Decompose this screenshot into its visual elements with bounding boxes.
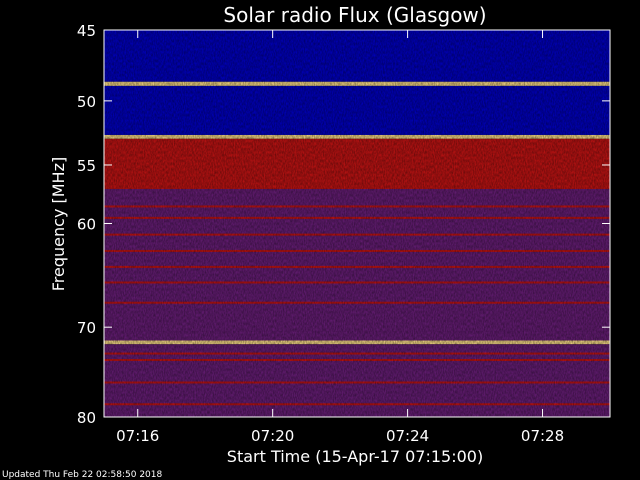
x-tick-label: 07:24: [386, 427, 429, 445]
y-tick-label: 80: [77, 409, 96, 427]
x-axis-ticks: 07:16 07:20 07:24 07:28: [116, 30, 564, 445]
y-tick-label: 70: [77, 319, 96, 337]
y-axis-label: Frequency [MHz]: [49, 157, 68, 291]
updated-timestamp: Updated Thu Feb 22 02:58:50 2018: [2, 470, 163, 480]
chart-title: Solar radio Flux (Glasgow): [223, 3, 486, 27]
y-tick-label: 55: [77, 157, 96, 175]
x-tick-label: 07:20: [251, 427, 294, 445]
y-axis-ticks: 45 50 55 60 70 80: [77, 22, 610, 427]
y-tick-label: 50: [77, 93, 96, 111]
y-tick-label: 60: [77, 216, 96, 234]
plot-noise-overlay: [104, 30, 610, 417]
x-axis-label: Start Time (15-Apr-17 07:15:00): [227, 447, 483, 466]
y-tick-label: 45: [77, 22, 96, 40]
x-tick-label: 07:28: [521, 427, 564, 445]
x-tick-label: 07:16: [116, 427, 159, 445]
